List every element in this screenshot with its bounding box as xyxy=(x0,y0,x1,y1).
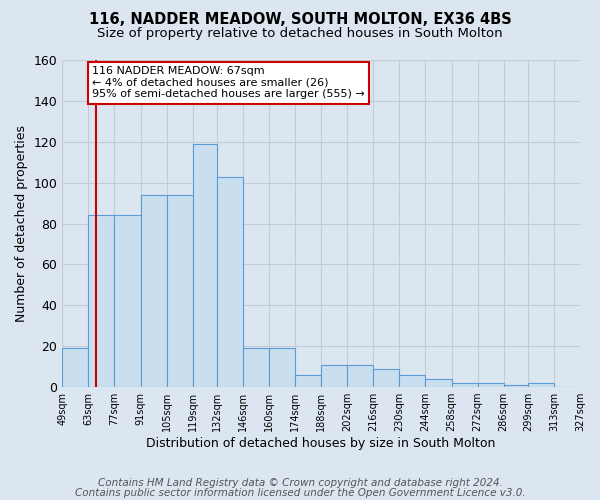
Bar xyxy=(347,364,373,387)
Bar xyxy=(167,195,193,387)
Y-axis label: Number of detached properties: Number of detached properties xyxy=(15,125,28,322)
Text: 116 NADDER MEADOW: 67sqm
← 4% of detached houses are smaller (26)
95% of semi-de: 116 NADDER MEADOW: 67sqm ← 4% of detache… xyxy=(92,66,365,100)
Text: Size of property relative to detached houses in South Molton: Size of property relative to detached ho… xyxy=(97,28,503,40)
Bar xyxy=(503,385,528,387)
Bar xyxy=(115,216,140,387)
Text: 116, NADDER MEADOW, SOUTH MOLTON, EX36 4BS: 116, NADDER MEADOW, SOUTH MOLTON, EX36 4… xyxy=(89,12,511,28)
X-axis label: Distribution of detached houses by size in South Molton: Distribution of detached houses by size … xyxy=(146,437,496,450)
Bar xyxy=(425,379,452,387)
Bar xyxy=(217,176,243,387)
Bar xyxy=(400,375,425,387)
Bar xyxy=(528,383,554,387)
Bar xyxy=(88,216,115,387)
Bar xyxy=(295,375,321,387)
Bar xyxy=(373,368,400,387)
Bar xyxy=(452,383,478,387)
Bar xyxy=(140,195,167,387)
Bar xyxy=(62,348,88,387)
Bar xyxy=(478,383,503,387)
Bar xyxy=(193,144,217,387)
Bar xyxy=(269,348,295,387)
Bar xyxy=(321,364,347,387)
Text: Contains public sector information licensed under the Open Government Licence v3: Contains public sector information licen… xyxy=(74,488,526,498)
Bar xyxy=(243,348,269,387)
Text: Contains HM Land Registry data © Crown copyright and database right 2024.: Contains HM Land Registry data © Crown c… xyxy=(98,478,502,488)
